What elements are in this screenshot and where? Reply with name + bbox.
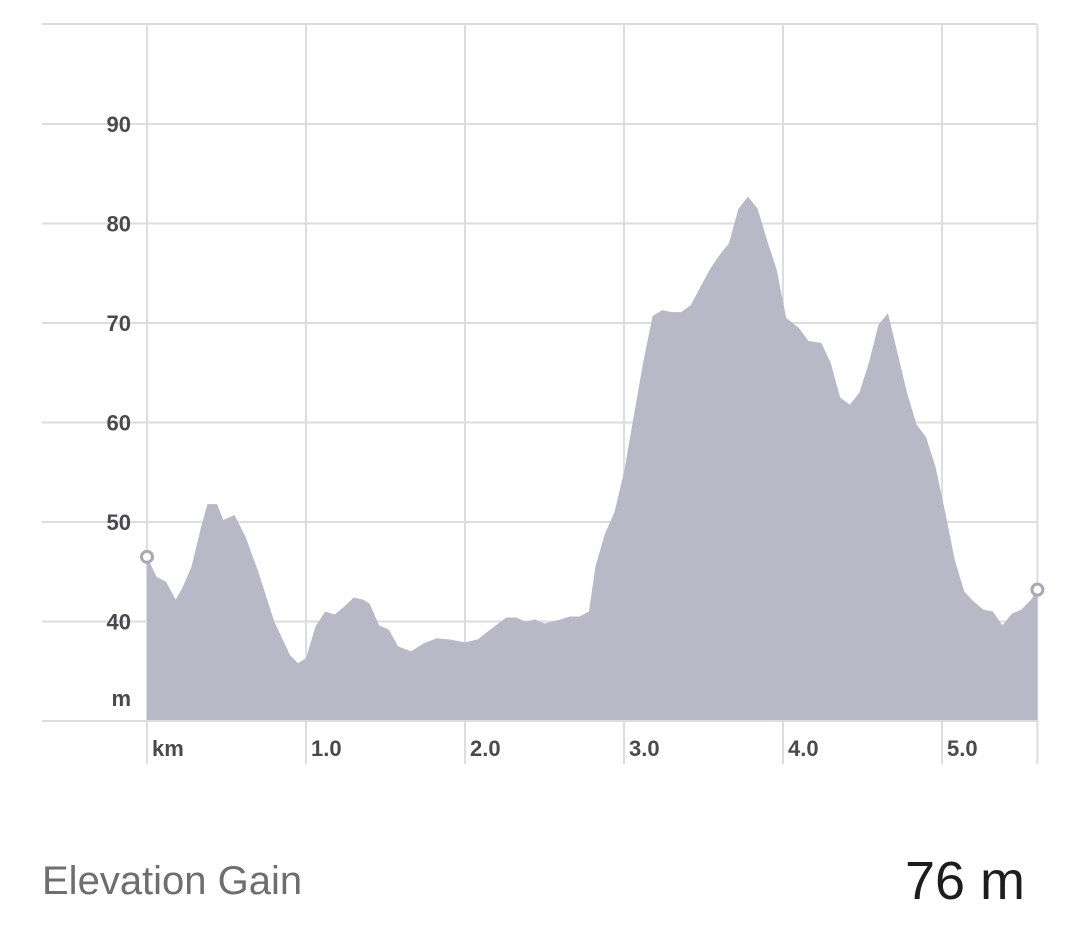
x-unit-label: km <box>152 736 184 761</box>
y-tick-label: 80 <box>107 212 131 237</box>
x-tick-label: 3.0 <box>629 736 660 761</box>
y-unit-label: m <box>111 686 131 711</box>
elevation-chart: m km 40 50 60 70 80 90 1.0 2.0 3.0 4.0 5.0 <box>42 23 1045 764</box>
x-tick-label: 5.0 <box>947 736 978 761</box>
y-tick-label: 70 <box>107 311 131 336</box>
y-tick-label: 50 <box>107 510 131 535</box>
start-marker <box>140 549 154 564</box>
markers <box>140 549 1045 597</box>
y-tick-label: 40 <box>107 610 131 635</box>
elevation-gain-row: Elevation Gain 76 m <box>42 846 1025 916</box>
x-tick-label: 2.0 <box>470 736 501 761</box>
end-marker <box>1030 582 1045 597</box>
y-tick-label: 60 <box>107 411 131 436</box>
x-tick-label: 4.0 <box>788 736 819 761</box>
tick-labels: m km 40 50 60 70 80 90 1.0 2.0 3.0 4.0 5.0 <box>107 112 978 761</box>
x-tick-label: 1.0 <box>311 736 342 761</box>
y-tick-label: 90 <box>107 112 131 137</box>
elevation-area <box>147 196 1038 722</box>
elevation-gain-label: Elevation Gain <box>42 858 303 903</box>
elevation-gain-value: 76 m <box>904 851 1025 911</box>
